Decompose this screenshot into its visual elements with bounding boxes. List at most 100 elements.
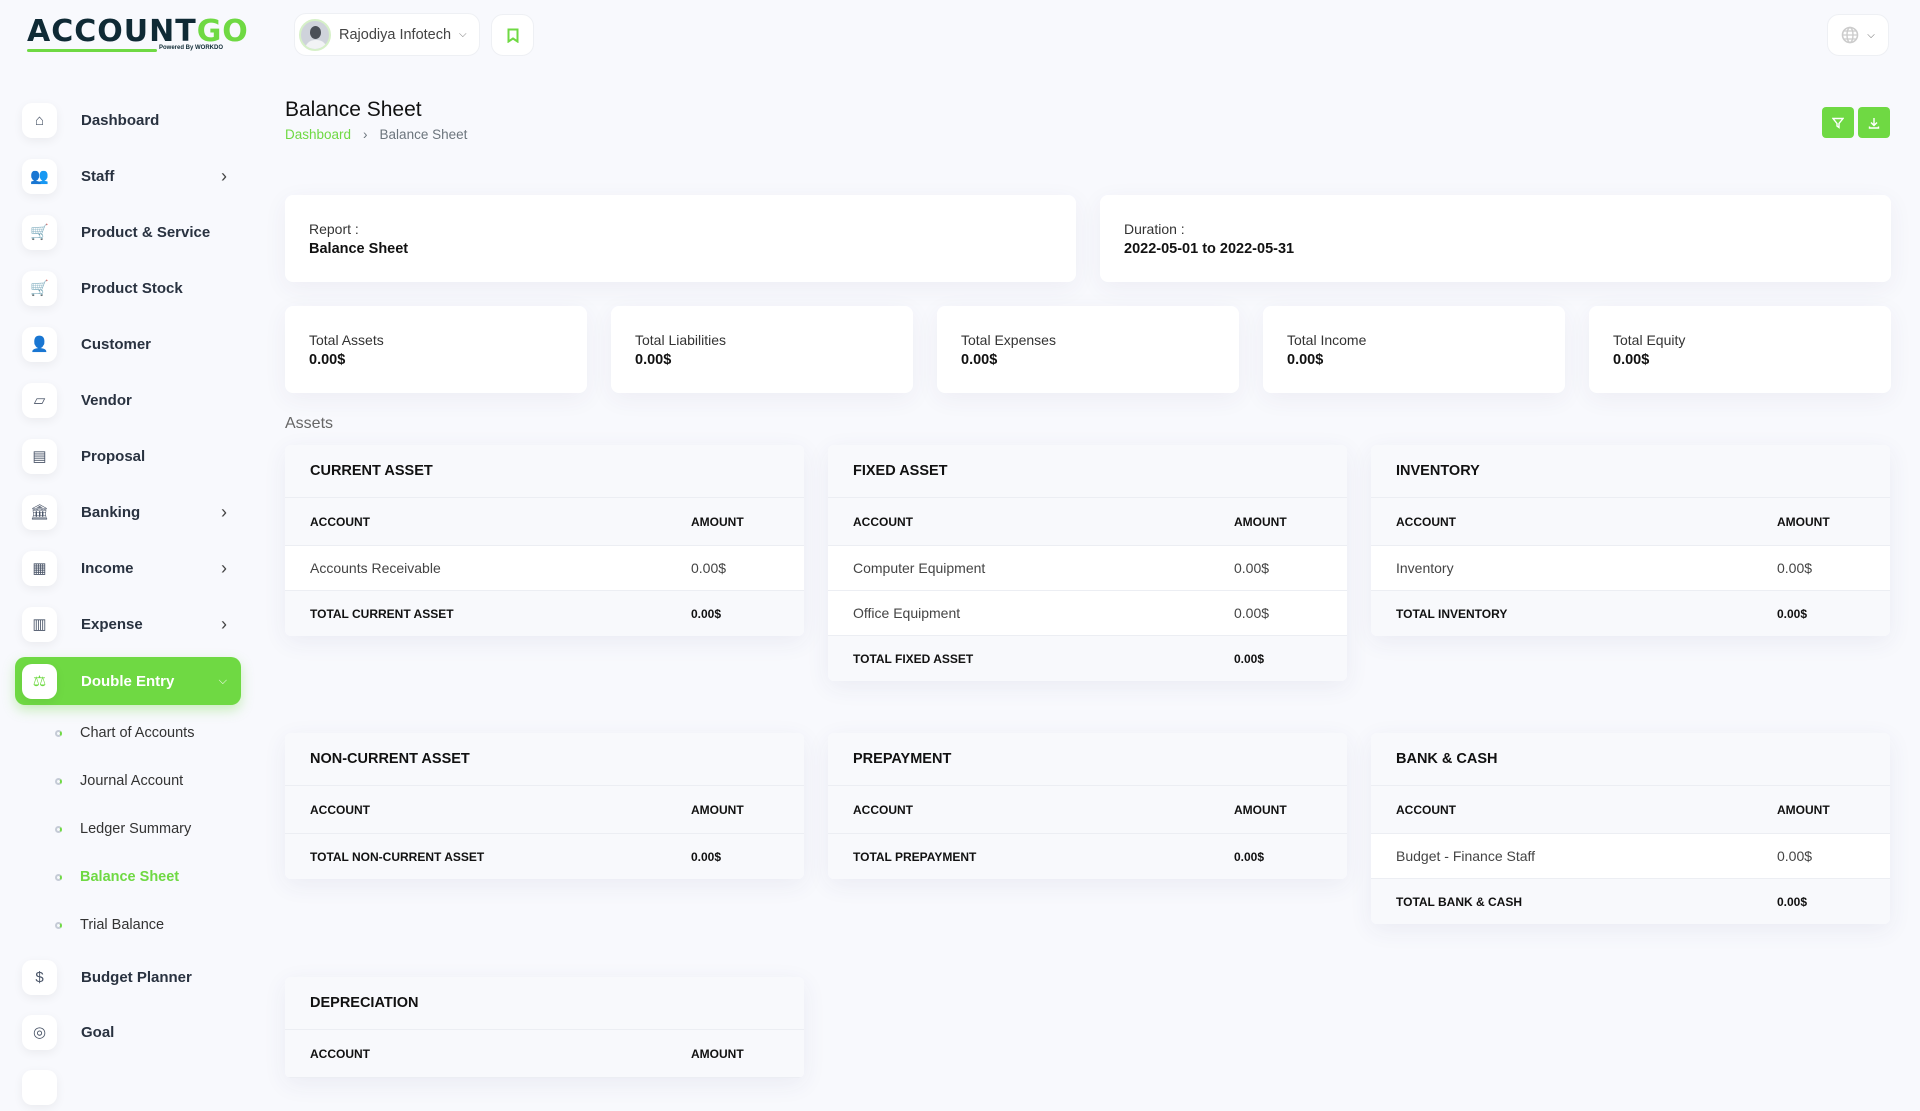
sidebar-item-vendor[interactable]: ▱ Vendor: [15, 376, 241, 424]
sidebar-item-banking[interactable]: 🏛 Banking ›: [15, 488, 241, 536]
submenu-item-balance-sheet[interactable]: Balance Sheet: [40, 862, 179, 892]
language-button[interactable]: ⌵: [1827, 14, 1889, 56]
sidebar-item-expense[interactable]: ▥ Expense ›: [15, 600, 241, 648]
chevron-down-icon: ⌵: [459, 29, 467, 40]
filter-button[interactable]: [1822, 107, 1854, 138]
submenu-item-label: Chart of Accounts: [80, 725, 195, 741]
total-amount: 0.00$: [691, 849, 722, 864]
sidebar-item-label: Product & Service: [81, 223, 211, 241]
sidebar-item-double-entry[interactable]: ⚖ Double Entry ⌵: [15, 657, 241, 705]
sidebar-item-more[interactable]: [15, 1063, 241, 1111]
submenu-item-label: Journal Account: [80, 773, 184, 789]
column-header-account: ACCOUNT: [310, 514, 370, 529]
download-button[interactable]: [1858, 107, 1890, 138]
sidebar-item-label: Budget Planner: [81, 968, 192, 986]
filter-icon: [1832, 117, 1844, 129]
table-card-non-current-asset: NON-CURRENT ASSET ACCOUNT AMOUNT TOTAL NON-…: [285, 733, 804, 879]
sidebar-item-income[interactable]: ▦ Income ›: [15, 544, 241, 592]
chevron-right-icon: ›: [221, 501, 227, 522]
sidebar-item-product-stock[interactable]: 🛒 Product Stock: [15, 264, 241, 312]
table-row: Budget - Finance Staff 0.00$: [1371, 834, 1890, 879]
stat-label: Total Equity: [1613, 332, 1686, 348]
bullet-icon: [55, 825, 62, 833]
submenu-item-ledger-summary[interactable]: Ledger Summary: [40, 814, 191, 844]
sidebar-item-budget-planner[interactable]: $ Budget Planner: [15, 953, 241, 1001]
total-label: TOTAL PREPAYMENT: [853, 849, 977, 864]
sidebar-item-label: Income: [81, 559, 134, 577]
sidebar-item-staff[interactable]: 👥 Staff ›: [15, 152, 241, 200]
company-switcher[interactable]: Rajodiya Infotech ⌵: [294, 13, 480, 56]
table-header-row: ACCOUNT AMOUNT: [285, 498, 804, 546]
table-row: Accounts Receivable 0.00$: [285, 546, 804, 591]
note-icon: ▱: [22, 382, 57, 418]
sidebar-item-proposal[interactable]: ▤ Proposal: [15, 432, 241, 480]
stat-label: Total Assets: [309, 332, 384, 348]
stat-card: Total Assets 0.00$: [285, 306, 587, 393]
total-row: TOTAL BANK & CASH 0.00$: [1371, 879, 1890, 924]
account-amount: 0.00$: [1234, 560, 1270, 576]
submenu-item-trial-balance[interactable]: Trial Balance: [40, 910, 164, 940]
sidebar-item-dashboard[interactable]: ⌂ Dashboard: [15, 96, 241, 144]
stat-label: Total Income: [1287, 332, 1367, 348]
account-amount: 0.00$: [1777, 848, 1813, 864]
sidebar-item-label: Dashboard: [81, 111, 160, 129]
bullet-icon: [55, 729, 62, 737]
stat-value: 0.00$: [961, 352, 998, 368]
sidebar-item-goal[interactable]: ◎ Goal: [15, 1008, 241, 1056]
chevron-right-icon: ›: [221, 557, 227, 578]
breadcrumb-dashboard[interactable]: Dashboard: [285, 127, 352, 142]
bank-icon: 🏛: [22, 494, 57, 530]
submenu-item-journal-account[interactable]: Journal Account: [40, 766, 183, 796]
table-title: NON-CURRENT ASSET: [285, 733, 804, 786]
total-row: TOTAL PREPAYMENT 0.00$: [828, 834, 1347, 879]
sidebar-item-label: Banking: [81, 503, 141, 521]
account-name: Computer Equipment: [853, 560, 986, 576]
column-header-account: ACCOUNT: [1396, 514, 1456, 529]
chevron-right-icon: ›: [221, 165, 227, 186]
sidebar-item-customer[interactable]: 👤 Customer: [15, 320, 241, 368]
table-row: Computer Equipment 0.00$: [828, 546, 1347, 591]
account-name: Accounts Receivable: [310, 560, 441, 576]
table-header-row: ACCOUNT AMOUNT: [828, 786, 1347, 834]
accountgo-logo[interactable]: ACCOUNTGO Powered By WORKDO: [27, 16, 248, 56]
bookmark-button[interactable]: [491, 14, 534, 56]
sidebar-item-label: Staff: [81, 167, 115, 185]
sidebar-item-label: Double Entry: [81, 672, 175, 690]
total-amount: 0.00$: [1234, 651, 1265, 666]
stat-label: Total Liabilities: [635, 332, 727, 348]
table-header-row: ACCOUNT AMOUNT: [285, 1030, 804, 1078]
more-icon: [22, 1069, 57, 1105]
account-amount: 0.00$: [691, 560, 727, 576]
stat-value: 0.00$: [1613, 352, 1650, 368]
table-title: CURRENT ASSET: [285, 445, 804, 498]
table-header-row: ACCOUNT AMOUNT: [285, 786, 804, 834]
chevron-right-icon: ›: [363, 127, 368, 142]
total-label: TOTAL BANK & CASH: [1396, 894, 1522, 909]
download-icon: [1868, 117, 1880, 129]
table-title: FIXED ASSET: [828, 445, 1347, 498]
column-header-amount: AMOUNT: [1234, 514, 1287, 529]
bullet-icon: [55, 921, 62, 929]
account-amount: 0.00$: [1777, 560, 1813, 576]
table-title: PREPAYMENT: [828, 733, 1347, 786]
logo-powered-by: Powered By WORKDO: [159, 45, 224, 51]
total-label: TOTAL INVENTORY: [1396, 606, 1508, 621]
home-icon: ⌂: [22, 102, 57, 138]
column-header-amount: AMOUNT: [691, 802, 744, 817]
target-icon: ◎: [22, 1014, 57, 1050]
sidebar-item-product-service[interactable]: 🛒 Product & Service: [15, 208, 241, 256]
column-header-amount: AMOUNT: [691, 514, 744, 529]
table-row: Office Equipment 0.00$: [828, 591, 1347, 636]
column-header-account: ACCOUNT: [310, 802, 370, 817]
account-amount: 0.00$: [1234, 605, 1270, 621]
column-header-account: ACCOUNT: [853, 514, 913, 529]
sidebar-item-label: Goal: [81, 1023, 115, 1041]
account-name: Office Equipment: [853, 605, 961, 621]
table-title: DEPRECIATION: [285, 977, 804, 1030]
total-label: TOTAL NON-CURRENT ASSET: [310, 849, 485, 864]
table-title: INVENTORY: [1371, 445, 1890, 498]
globe-icon: [1841, 26, 1859, 44]
chevron-down-icon: ⌵: [1867, 29, 1875, 41]
submenu-item-chart-of-accounts[interactable]: Chart of Accounts: [40, 718, 194, 748]
table-card-fixed-asset: FIXED ASSET ACCOUNT AMOUNT Computer Equipme…: [828, 445, 1347, 681]
